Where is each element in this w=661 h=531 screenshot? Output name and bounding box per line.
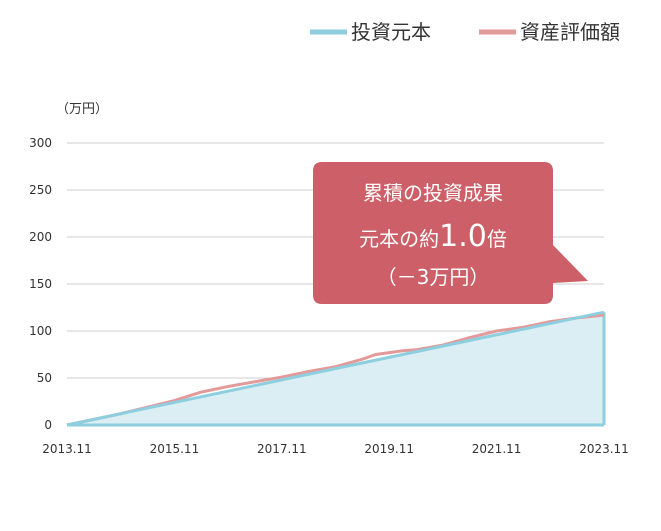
x-tick-label: 2013.11 <box>42 442 92 456</box>
callout-line3: （－3万円） <box>377 265 490 289</box>
y-tick-label: 150 <box>29 277 52 291</box>
y-axis-unit-label: （万円） <box>56 102 108 117</box>
x-tick-label: 2023.11 <box>579 442 629 456</box>
x-tick-labels: 2013.11 2015.11 2017.11 2019.11 2021.11 2023.… <box>42 442 629 456</box>
x-tick-label: 2019.11 <box>364 442 414 456</box>
valuation-line <box>66 313 605 427</box>
callout-line1: 累積の投資成果 <box>363 181 503 205</box>
y-tick-label: 200 <box>29 230 52 244</box>
y-tick-label: 100 <box>29 324 52 338</box>
y-tick-label: 300 <box>29 136 52 150</box>
legend-label-valuation: 資産評価額 <box>520 20 620 44</box>
callout-line2-prefix: 元本の約 <box>359 227 439 251</box>
callout-bubble <box>313 162 588 304</box>
callout: 累積の投資成果 元本の約1.0倍 （－3万円） <box>313 162 588 304</box>
legend-label-principal: 投資元本 <box>351 20 431 44</box>
y-tick-label: 0 <box>44 418 52 432</box>
callout-line2-suffix: 倍 <box>487 227 507 251</box>
y-tick-labels: 0 50 100 150 200 250 300 <box>29 136 52 432</box>
callout-line2: 元本の約1.0倍 <box>359 219 507 254</box>
x-tick-label: 2017.11 <box>257 442 307 456</box>
y-tick-label: 250 <box>29 183 52 197</box>
y-tick-label: 50 <box>37 371 52 385</box>
principal-line <box>66 310 605 427</box>
x-tick-label: 2021.11 <box>472 442 522 456</box>
legend: 投資元本 資産評価額 <box>310 20 620 44</box>
plot-area <box>66 310 606 427</box>
x-tick-label: 2015.11 <box>150 442 200 456</box>
callout-line2-value: 1.0 <box>439 219 487 254</box>
